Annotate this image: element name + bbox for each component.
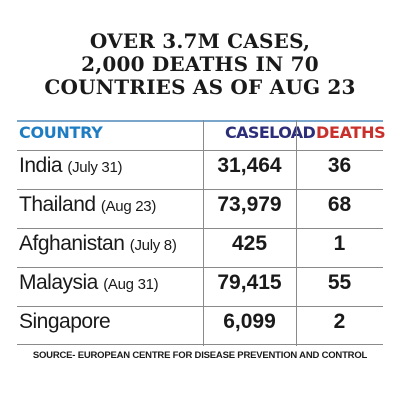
deaths-value: 2 <box>333 310 346 333</box>
title-line-1: OVER 3.7M CASES, <box>89 29 311 53</box>
table-row: Thailand (Aug 23) 73,979 68 <box>17 189 383 224</box>
title-line-2: 2,000 DEATHS IN 70 <box>81 52 319 76</box>
country-name: Afghanistan <box>19 232 125 255</box>
country-name: Thailand <box>19 193 96 216</box>
table-row: Singapore 6,099 2 <box>17 306 383 341</box>
table-header: COUNTRY CASELOAD DEATHS <box>17 120 386 152</box>
title-line-3: COUNTRIES AS OF AUG 23 <box>44 75 356 99</box>
column-divider-1 <box>203 120 204 346</box>
report-date: (July 8) <box>129 237 177 254</box>
caseload-value: 79,415 <box>217 271 282 294</box>
country-cell: Malaysia (Aug 31) <box>19 271 159 295</box>
table-row: Malaysia (Aug 31) 79,415 55 <box>17 267 383 302</box>
table-row: Afghanistan (July 8) 425 1 <box>17 228 383 263</box>
country-name: Singapore <box>19 310 111 333</box>
report-date: (July 31) <box>67 159 123 176</box>
column-header-country: COUNTRY <box>19 123 103 142</box>
deaths-value: 68 <box>327 193 352 216</box>
caseload-value: 31,464 <box>217 154 282 177</box>
country-cell: Afghanistan (July 8) <box>19 232 177 256</box>
country-name: India <box>19 154 63 177</box>
source-note: SOURCE- EUROPEAN CENTRE FOR DISEASE PREV… <box>32 350 368 361</box>
caseload-value: 6,099 <box>223 310 276 333</box>
country-cell: India (July 31) <box>19 154 123 178</box>
table-row: India (July 31) 31,464 36 <box>17 150 383 185</box>
column-divider-2 <box>296 120 297 346</box>
country-cell: Singapore <box>19 310 111 334</box>
deaths-value: 36 <box>327 154 352 177</box>
column-header-caseload: CASELOAD <box>225 123 316 142</box>
source-divider <box>17 344 383 345</box>
report-date: (Aug 23) <box>100 198 157 215</box>
report-date: (Aug 31) <box>103 276 159 293</box>
column-header-deaths: DEATHS <box>316 123 386 142</box>
deaths-value: 55 <box>327 271 352 294</box>
caseload-value: 73,979 <box>217 193 282 216</box>
chart-title: OVER 3.7M CASES, 2,000 DEATHS IN 70 COUN… <box>0 30 400 99</box>
deaths-value: 1 <box>333 232 346 255</box>
country-cell: Thailand (Aug 23) <box>19 193 156 217</box>
caseload-value: 425 <box>231 232 268 255</box>
country-name: Malaysia <box>19 271 98 294</box>
